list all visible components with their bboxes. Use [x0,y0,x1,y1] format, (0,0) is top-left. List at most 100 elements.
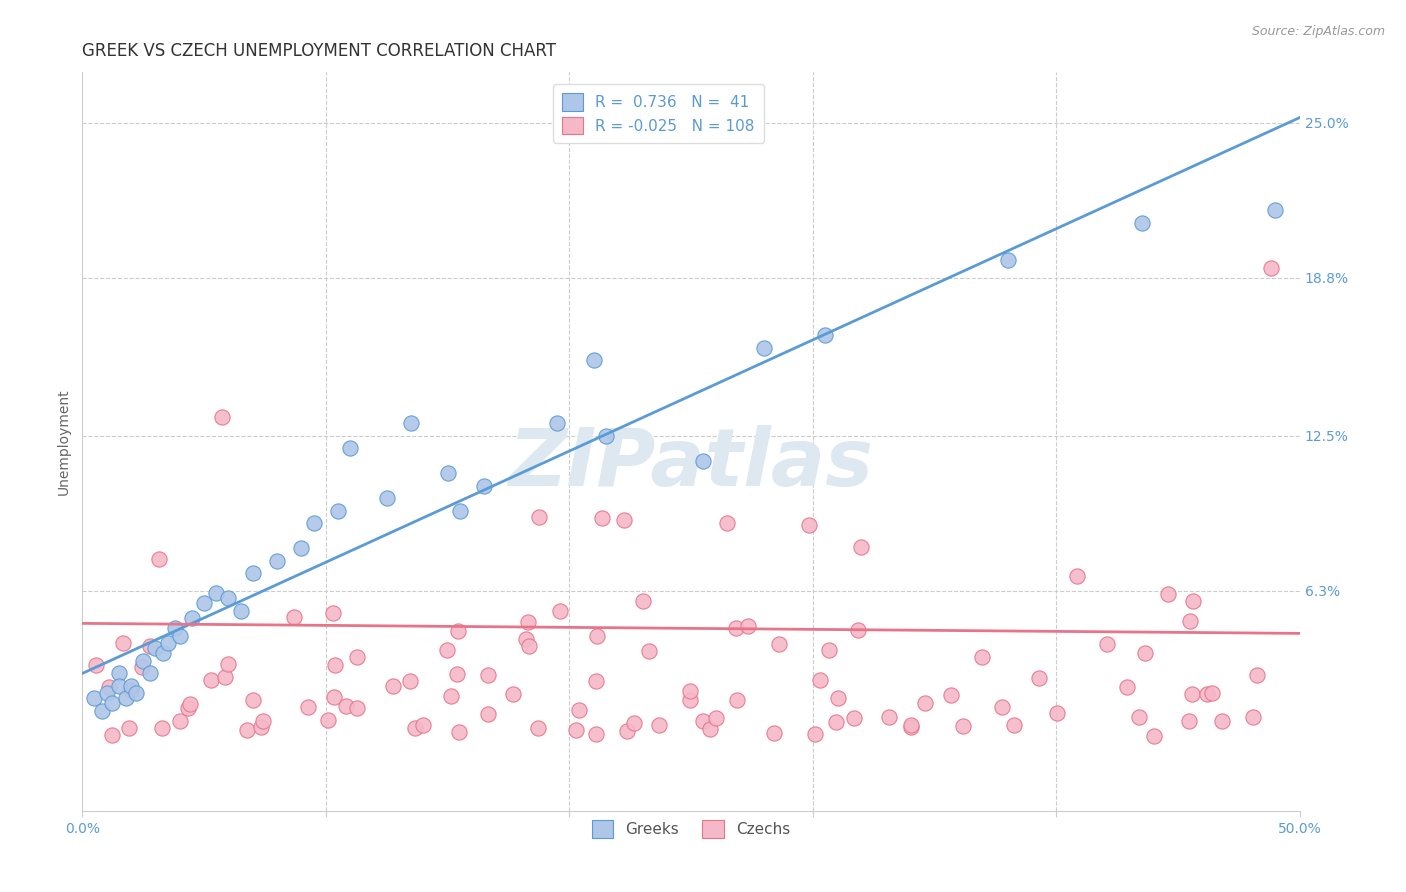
Point [914,696,936,710]
Point [1260,260,1282,275]
Point [529,510,551,524]
Point [585,727,607,741]
Point [449,504,471,518]
Point [125,686,148,700]
Point [436,466,458,480]
Point [381,679,404,693]
Point [846,623,869,637]
Point [163,621,186,635]
Point [1004,718,1026,732]
Point [582,353,605,368]
Point [242,566,264,581]
Point [564,723,586,737]
Point [100,697,122,711]
Point [449,724,471,739]
Point [169,714,191,729]
Point [842,711,865,725]
Point [595,428,617,442]
Point [115,691,138,706]
Point [150,721,173,735]
Point [1028,671,1050,685]
Point [970,649,993,664]
Point [725,693,748,707]
Point [550,604,572,618]
Point [200,673,222,688]
Point [1241,710,1264,724]
Point [991,700,1014,714]
Point [323,690,346,704]
Point [799,518,821,533]
Point [447,624,470,639]
Point [1157,587,1180,601]
Point [131,660,153,674]
Point [762,726,785,740]
Point [1046,706,1069,720]
Point [1264,203,1286,218]
Point [472,478,495,492]
Point [440,689,463,703]
Point [586,629,609,643]
Y-axis label: Unemployment: Unemployment [58,389,72,495]
Point [616,723,638,738]
Point [546,416,568,430]
Point [217,657,239,672]
Point [515,632,537,646]
Point [211,409,233,424]
Point [477,668,499,682]
Legend: Greeks, Czechs: Greeks, Czechs [586,814,796,844]
Point [1128,709,1150,723]
Point [526,721,548,735]
Point [139,639,162,653]
Point [585,673,607,688]
Point [139,666,162,681]
Point [143,641,166,656]
Point [326,504,349,518]
Point [86,658,108,673]
Point [335,699,357,714]
Point [952,719,974,733]
Point [827,691,849,706]
Point [339,441,361,455]
Point [217,591,239,606]
Point [111,636,134,650]
Point [229,604,252,618]
Point [156,636,179,650]
Point [803,727,825,741]
Point [716,516,738,531]
Point [446,666,468,681]
Point [591,511,613,525]
Point [1116,681,1139,695]
Point [900,720,922,734]
Point [752,341,775,355]
Point [322,606,344,620]
Point [132,654,155,668]
Point [768,637,790,651]
Point [623,716,645,731]
Point [323,658,346,673]
Point [297,700,319,714]
Point [1182,594,1205,608]
Point [399,416,422,430]
Point [97,680,120,694]
Point [1178,614,1201,628]
Point [266,554,288,568]
Point [1066,569,1088,583]
Point [412,718,434,732]
Point [302,516,325,531]
Point [725,621,748,635]
Point [1195,687,1218,701]
Point [737,619,759,633]
Point [316,713,339,727]
Point [997,253,1019,268]
Point [83,691,105,706]
Point [679,684,702,698]
Point [1181,687,1204,701]
Point [648,717,671,731]
Text: GREEK VS CZECH UNEMPLOYMENT CORRELATION CHART: GREEK VS CZECH UNEMPLOYMENT CORRELATION … [83,42,557,60]
Point [290,541,312,556]
Point [900,717,922,731]
Point [177,700,200,714]
Point [283,610,305,624]
Point [398,673,420,688]
Point [704,711,727,725]
